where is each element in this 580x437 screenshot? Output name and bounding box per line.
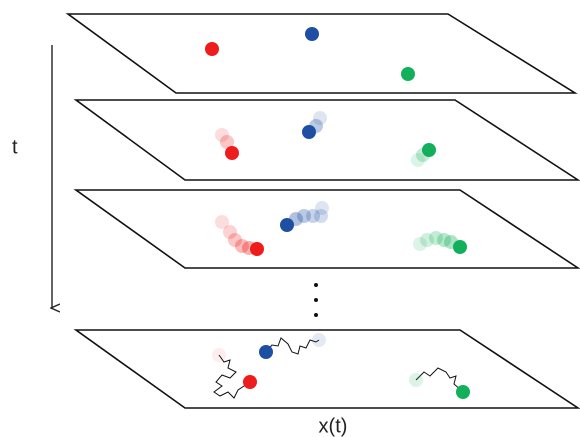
ellipsis [314, 283, 318, 317]
particles [205, 27, 415, 81]
time-label: t [12, 136, 18, 158]
trajectories [213, 337, 464, 399]
plane [73, 189, 580, 269]
particles [215, 201, 467, 256]
particles [215, 111, 436, 167]
space-label: x(t) [319, 415, 348, 437]
plane [73, 99, 580, 181]
plane [73, 329, 580, 409]
plane [65, 13, 578, 94]
particles [212, 333, 470, 399]
